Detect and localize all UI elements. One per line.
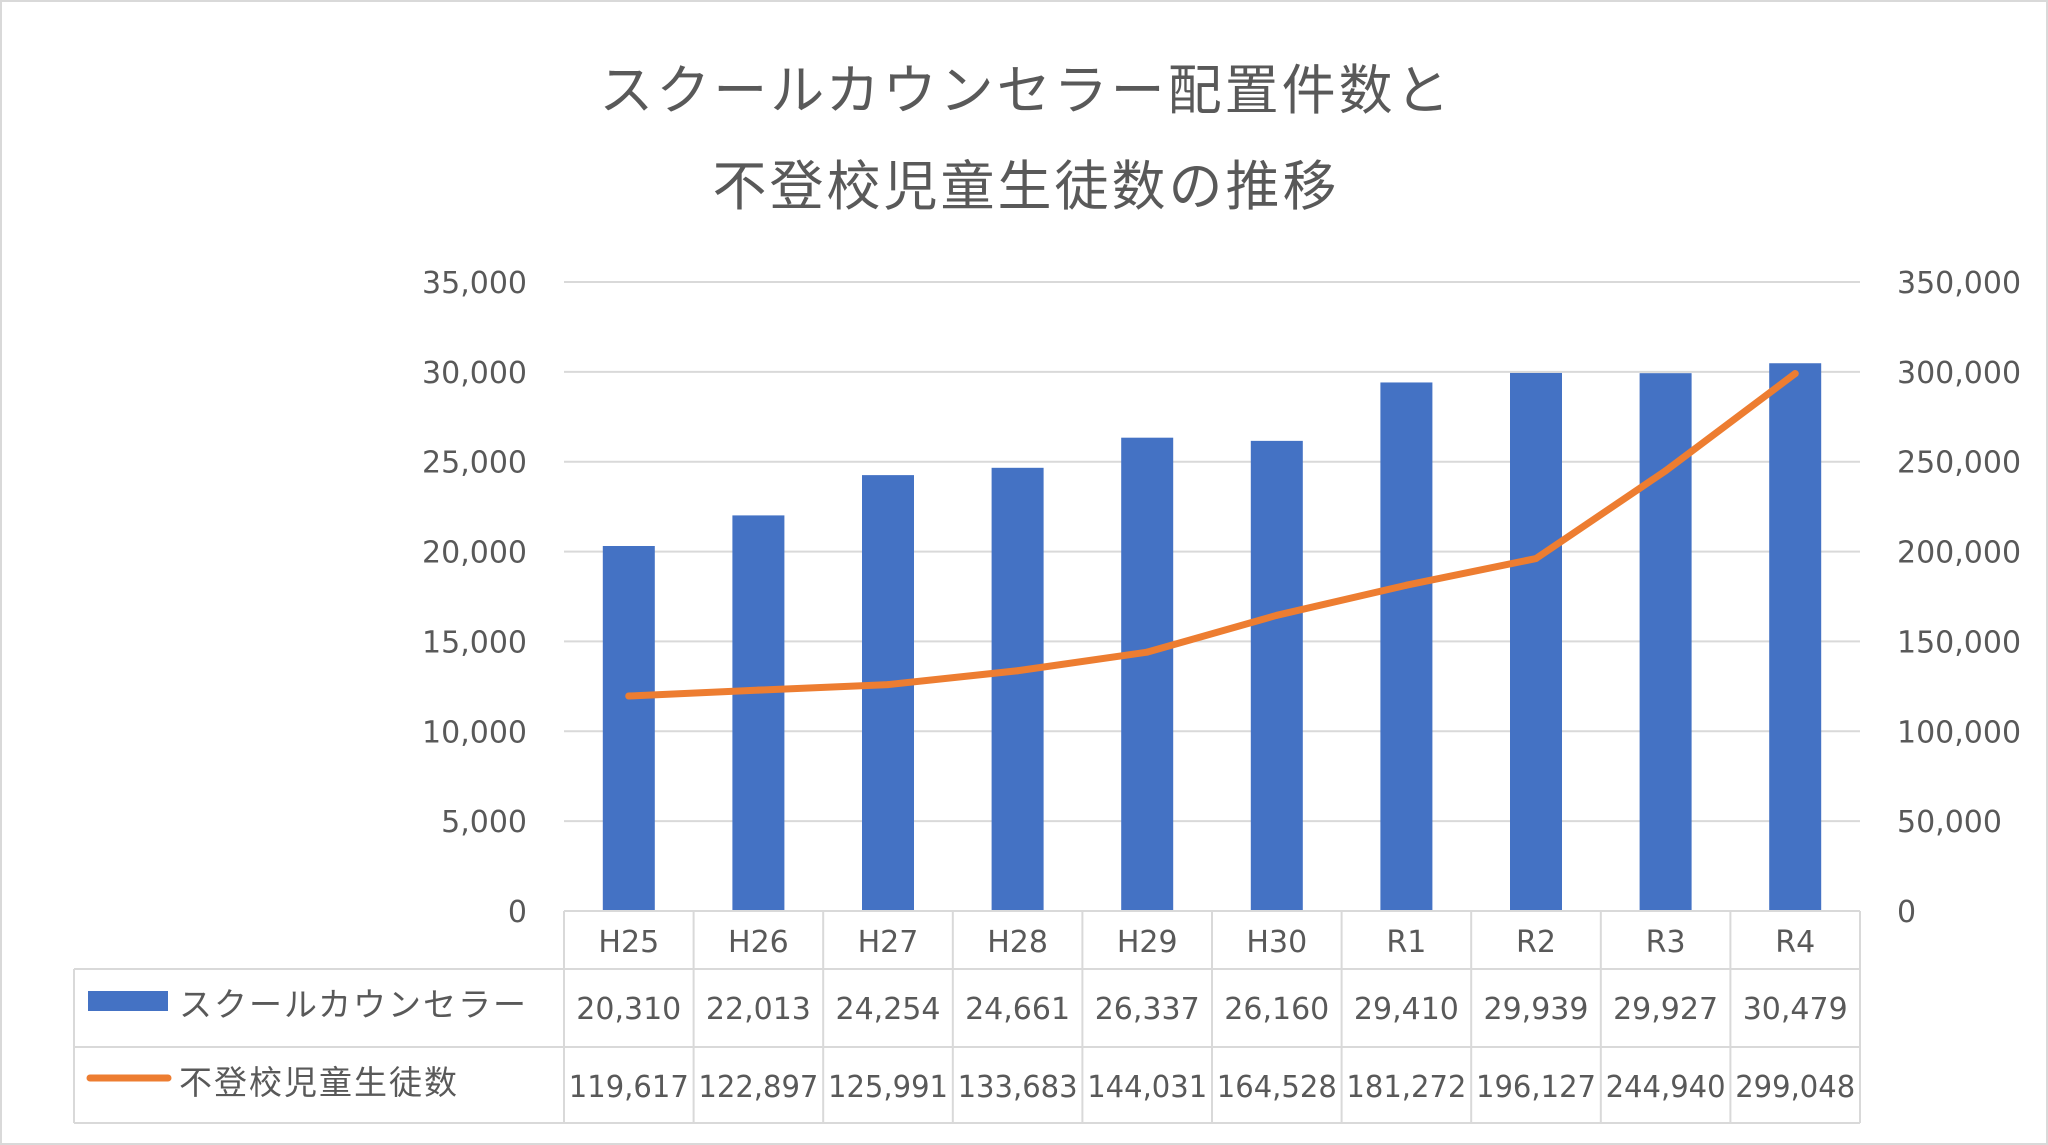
y-right-tick-label: 250,000 bbox=[1897, 446, 2021, 481]
line-point bbox=[754, 686, 762, 694]
x-tick-label: H25 bbox=[598, 925, 659, 960]
line-point bbox=[1143, 648, 1151, 656]
x-tick-label: H26 bbox=[728, 925, 789, 960]
bar bbox=[1380, 382, 1433, 911]
line-series bbox=[625, 370, 1799, 700]
y-right-tick-label: 100,000 bbox=[1897, 715, 2021, 750]
line-point bbox=[1014, 667, 1022, 675]
table-cell-bars: 24,661 bbox=[965, 992, 1070, 1027]
y-right-tick-label: 150,000 bbox=[1897, 625, 2021, 660]
bar bbox=[1510, 372, 1562, 912]
x-tick-label: H27 bbox=[858, 925, 919, 960]
line-point bbox=[1791, 370, 1799, 378]
y-right-tick-label: 200,000 bbox=[1897, 536, 2021, 571]
chart-title-line-1: スクールカウンセラー配置件数と bbox=[599, 59, 1453, 122]
table-cell-bars: 20,310 bbox=[576, 992, 681, 1027]
y-left-tick-label: 5,000 bbox=[441, 805, 527, 840]
x-tick-label: H28 bbox=[987, 925, 1048, 960]
bar bbox=[732, 515, 785, 911]
bar bbox=[862, 475, 914, 911]
table-cell-bars: 24,254 bbox=[836, 992, 941, 1027]
y-left-tick-label: 10,000 bbox=[422, 715, 527, 750]
x-tick-label: R4 bbox=[1775, 925, 1815, 960]
y-left-tick-label: 25,000 bbox=[422, 446, 527, 481]
y-left-tick-label: 35,000 bbox=[422, 266, 527, 301]
table-cell-bars: 26,160 bbox=[1224, 992, 1329, 1027]
table-cell-bars: 29,410 bbox=[1354, 992, 1459, 1027]
table-cell-line: 181,272 bbox=[1346, 1070, 1466, 1105]
x-tick-label: H30 bbox=[1246, 925, 1307, 960]
y-right-tick-label: 50,000 bbox=[1897, 805, 2002, 840]
bar bbox=[1639, 373, 1692, 911]
table-cell-line: 122,897 bbox=[698, 1070, 818, 1105]
bar bbox=[991, 467, 1044, 911]
bar bbox=[1250, 440, 1303, 911]
line-point bbox=[1273, 611, 1281, 619]
x-tick-label: R3 bbox=[1646, 925, 1686, 960]
line-point bbox=[884, 681, 892, 689]
chart-title-line-2: 不登校児童生徒数の推移 bbox=[712, 155, 1340, 218]
y-right-tick-label: 0 bbox=[1897, 895, 1916, 930]
table-cell-bars: 29,939 bbox=[1484, 992, 1589, 1027]
bar bbox=[602, 546, 655, 911]
table-cell-line: 299,048 bbox=[1735, 1070, 1855, 1105]
x-tick-label: H29 bbox=[1117, 925, 1178, 960]
table-cell-bars: 22,013 bbox=[706, 992, 811, 1027]
bar bbox=[1121, 437, 1174, 911]
bar bbox=[1769, 363, 1822, 911]
y-left-tick-label: 30,000 bbox=[422, 356, 527, 391]
y-right-tick-label: 350,000 bbox=[1897, 266, 2021, 301]
legend-key-bars bbox=[88, 991, 168, 1011]
line-point bbox=[1402, 581, 1410, 589]
table-cell-bars: 26,337 bbox=[1095, 992, 1200, 1027]
table-cell-line: 244,940 bbox=[1606, 1070, 1726, 1105]
y-left-tick-label: 0 bbox=[508, 895, 527, 930]
table-cell-line: 119,617 bbox=[569, 1070, 689, 1105]
table-cell-line: 125,991 bbox=[828, 1070, 948, 1105]
line-point bbox=[625, 692, 633, 700]
table-cell-bars: 29,927 bbox=[1613, 992, 1718, 1027]
y-right-tick-label: 300,000 bbox=[1897, 356, 2021, 391]
y-left-tick-label: 15,000 bbox=[422, 625, 527, 660]
table-cell-line: 196,127 bbox=[1476, 1070, 1596, 1105]
legend-label-line: 不登校児童生徒数 bbox=[179, 1063, 459, 1102]
table-cell-bars: 30,479 bbox=[1743, 992, 1848, 1027]
legend-label-bars: スクールカウンセラー bbox=[179, 985, 528, 1024]
table-cell-line: 144,031 bbox=[1087, 1070, 1207, 1105]
x-tick-label: R2 bbox=[1516, 925, 1556, 960]
line-point bbox=[1662, 467, 1670, 475]
table-cell-line: 164,528 bbox=[1217, 1070, 1337, 1105]
table-cell-line: 133,683 bbox=[958, 1070, 1078, 1105]
y-left-tick-label: 20,000 bbox=[422, 536, 527, 571]
x-tick-label: R1 bbox=[1386, 925, 1426, 960]
line-point bbox=[1532, 555, 1540, 563]
